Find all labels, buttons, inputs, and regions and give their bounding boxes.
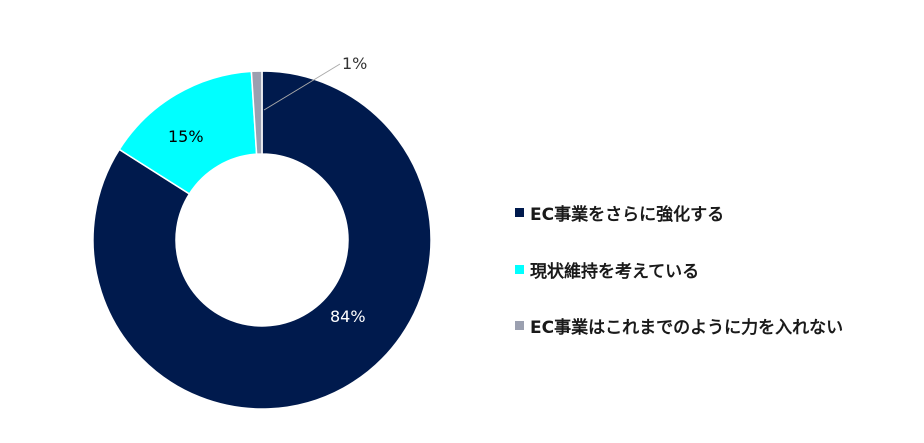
slice-label-1: 1%: [342, 54, 367, 73]
legend-label: 現状維持を考えている: [530, 262, 700, 282]
legend-swatch: [515, 208, 524, 217]
legend-item-strengthen: EC事業をさらに強化する: [515, 200, 724, 225]
slice-label-15: 15%: [168, 127, 204, 146]
legend-swatch: [515, 321, 524, 330]
legend-item-not-invest: EC事業はこれまでのように力を入れない: [515, 313, 843, 338]
donut-slice: [250, 70, 263, 155]
donut-slice: [92, 70, 432, 410]
legend-item-maintain: 現状維持を考えている: [515, 257, 699, 282]
leader-line: [263, 63, 341, 111]
legend-swatch: [515, 265, 524, 274]
legend-label: EC事業はこれまでのように力を入れない: [530, 318, 844, 338]
slice-label-84: 84%: [330, 307, 366, 326]
legend-label: EC事業をさらに強化する: [530, 205, 725, 225]
